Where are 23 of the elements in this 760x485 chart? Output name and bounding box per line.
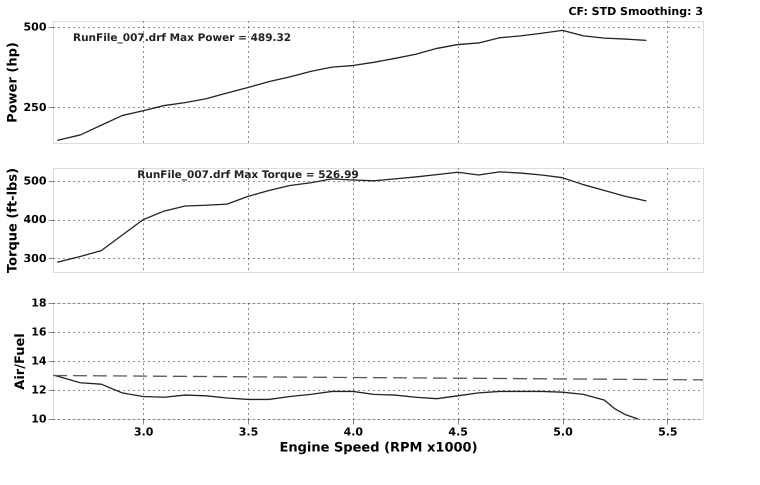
y-tick-label: 18	[31, 296, 46, 310]
x-axis-title: Engine Speed (RPM x1000)	[279, 440, 478, 456]
y-axis-title: Power (hp)	[6, 42, 21, 123]
y-tick-label: 10	[31, 412, 47, 426]
x-tick-label: 3.5	[238, 426, 258, 438]
y-tick-label: 250	[24, 100, 47, 114]
y-tick-label: 16	[31, 326, 47, 338]
x-tick-label: 5.5	[658, 426, 678, 438]
y-tick-label: 400	[24, 213, 47, 226]
x-tick-label: 4.0	[344, 426, 364, 438]
y-axis-title: Torque (ft-lbs)	[6, 168, 21, 274]
text: CF: STD Smoothing: 3	[568, 4, 703, 18]
x-tick-label: 3.0	[134, 426, 154, 438]
y-axis-title: Air/Fuel	[13, 333, 28, 390]
annotation: RunFile_007.drf Max Power = 489.32	[73, 32, 292, 44]
x-tick-label: 4.5	[448, 426, 468, 438]
y-tick-label: 14	[31, 354, 47, 368]
x-tick-label: 5.0	[553, 426, 574, 438]
y-tick-label: 300	[24, 252, 47, 265]
y-tick-label: 12	[31, 384, 46, 396]
y-tick-label: 500	[24, 174, 47, 188]
annotation: RunFile_007.drf Max Torque = 526.99	[137, 169, 359, 181]
y-tick-label: 500	[24, 20, 47, 34]
